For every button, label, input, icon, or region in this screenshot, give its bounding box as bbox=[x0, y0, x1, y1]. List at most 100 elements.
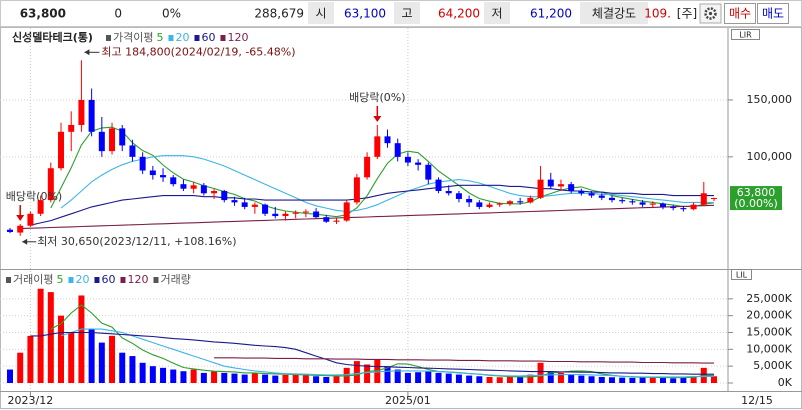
volume-bar bbox=[364, 364, 371, 383]
candle-body bbox=[394, 143, 401, 157]
scale-mode[interactable]: LIL bbox=[736, 271, 748, 280]
candle-body bbox=[58, 131, 65, 169]
candle-body bbox=[425, 164, 432, 180]
ma-line bbox=[30, 184, 714, 226]
scale-mode[interactable]: LIR bbox=[739, 31, 752, 40]
scale-mode-box[interactable] bbox=[731, 269, 752, 280]
high-label: 고 bbox=[401, 7, 412, 21]
candle-body bbox=[129, 145, 136, 157]
candle-body bbox=[221, 191, 228, 201]
volume-bar bbox=[374, 359, 381, 383]
ma-line bbox=[50, 126, 715, 218]
last-date-label: 12/15 bbox=[741, 394, 773, 407]
price-change-pct: 0% bbox=[162, 7, 181, 21]
volume-bar bbox=[670, 378, 677, 383]
volume-bar bbox=[231, 373, 238, 383]
last-price-box bbox=[730, 186, 782, 211]
gear-icon[interactable] bbox=[704, 7, 717, 20]
candle-body bbox=[241, 202, 248, 207]
volume-bar bbox=[353, 361, 360, 383]
legend-swatch bbox=[120, 277, 126, 283]
y-tick-label: 25,000K bbox=[746, 292, 792, 305]
volume-bar bbox=[629, 377, 636, 383]
candle-body bbox=[343, 202, 350, 221]
y-tick-label: 100,000 bbox=[747, 150, 793, 163]
sell-label[interactable]: 매도 bbox=[762, 7, 784, 21]
volume-bar bbox=[598, 376, 605, 383]
candle-body bbox=[323, 217, 330, 222]
low-price: 61,200 bbox=[530, 7, 572, 21]
volume-bar bbox=[476, 376, 483, 383]
y-tick-label: 0K bbox=[778, 376, 793, 389]
volume-bar bbox=[333, 376, 340, 383]
last-price: 63,800 bbox=[737, 186, 776, 199]
volume-bar bbox=[68, 332, 75, 383]
volume-bar bbox=[435, 372, 442, 383]
buy-label[interactable]: 매수 bbox=[729, 7, 751, 21]
legend-label: 60 bbox=[201, 31, 215, 44]
volume-bar bbox=[445, 373, 452, 383]
candle-body bbox=[476, 202, 483, 207]
legend-label: 가격이평 bbox=[113, 31, 153, 44]
y-tick-label: 15,000K bbox=[746, 326, 792, 339]
volume-bar bbox=[292, 374, 299, 383]
volume-bar bbox=[547, 371, 554, 383]
buy-frame[interactable] bbox=[724, 3, 756, 24]
scale-mode-box[interactable] bbox=[731, 29, 760, 40]
gear-hub[interactable] bbox=[708, 11, 713, 16]
strength-value: 109. bbox=[644, 7, 671, 21]
candle-body bbox=[98, 131, 105, 152]
volume-bar bbox=[98, 342, 105, 383]
legend-label: 20 bbox=[175, 31, 189, 44]
ma-line bbox=[60, 328, 715, 378]
volume-bar bbox=[649, 377, 656, 383]
volume-bar bbox=[78, 295, 85, 383]
candle-body bbox=[445, 191, 452, 194]
annotation-arrowhead bbox=[22, 238, 28, 245]
volume-bar bbox=[608, 377, 615, 383]
volume-bar bbox=[496, 377, 503, 383]
candle-body bbox=[313, 211, 320, 218]
sell-button[interactable]: 매도 bbox=[757, 3, 789, 24]
volume-bar bbox=[466, 375, 473, 383]
candle-body bbox=[466, 198, 473, 203]
settings-button[interactable] bbox=[699, 3, 722, 24]
volume-bar bbox=[425, 371, 432, 383]
open-price: 63,100 bbox=[344, 7, 386, 21]
volume-bar bbox=[557, 372, 564, 383]
market-tag: [주] bbox=[677, 7, 697, 21]
volume-bar bbox=[7, 369, 13, 383]
candle-body bbox=[119, 128, 126, 146]
legend-label: 거래량 bbox=[160, 273, 190, 286]
candle-body bbox=[415, 162, 422, 165]
candle-body bbox=[353, 177, 360, 203]
candle-body bbox=[506, 201, 513, 204]
volume-bar bbox=[537, 362, 544, 383]
legend-swatch bbox=[106, 35, 111, 41]
legend-swatch bbox=[94, 277, 100, 283]
legend-label: 5 bbox=[156, 31, 163, 44]
y-tick-label: 10,000K bbox=[746, 342, 792, 355]
volume-bar bbox=[27, 335, 34, 383]
x-tick-label: 2025/01 bbox=[385, 394, 431, 407]
volume-bar bbox=[404, 372, 411, 383]
buy-button[interactable]: 매수 bbox=[724, 3, 756, 24]
candle-body bbox=[37, 200, 44, 214]
strength-label: 체결강도 bbox=[592, 7, 636, 21]
candle-body bbox=[680, 208, 687, 210]
ma-line bbox=[30, 331, 714, 375]
candle-body bbox=[68, 124, 75, 132]
annotation: 배당락(0%) bbox=[6, 190, 62, 203]
candle-body bbox=[537, 179, 544, 198]
trade-volume: 288,679 bbox=[254, 7, 304, 21]
sell-frame[interactable] bbox=[757, 3, 789, 24]
volume-bar bbox=[251, 372, 258, 383]
volume-bar bbox=[180, 371, 187, 383]
legend-label: 20 bbox=[75, 273, 89, 286]
candle-body bbox=[690, 204, 697, 210]
legend-label: 120 bbox=[127, 273, 148, 286]
volume-bar bbox=[506, 376, 513, 383]
volume-bar bbox=[455, 374, 462, 383]
candle-body bbox=[547, 179, 554, 187]
label-cell bbox=[308, 2, 334, 24]
